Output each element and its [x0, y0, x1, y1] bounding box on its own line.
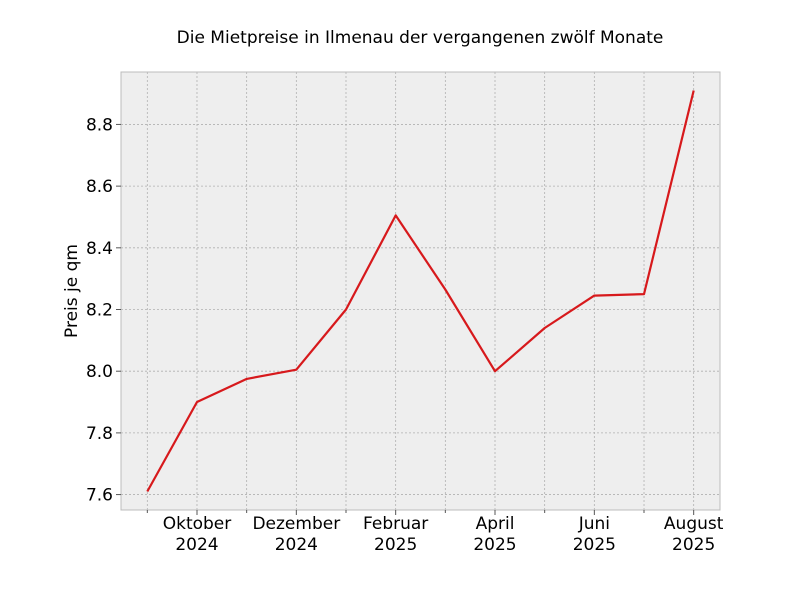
y-tick-label: 8.2 [86, 301, 113, 321]
y-tick-label: 7.6 [86, 486, 113, 506]
x-tick-label-month: Juni [578, 514, 610, 534]
chart-title: Die Mietpreise in Ilmenau der vergangene… [177, 28, 664, 48]
series-layer [146, 90, 695, 493]
x-tick-label-month: Dezember [252, 514, 340, 534]
x-tick-label-month: August [664, 514, 724, 534]
y-tick-label: 8.6 [86, 177, 113, 197]
plot-area [121, 72, 720, 510]
ticks: 7.67.88.08.28.48.68.8Oktober2024Dezember… [86, 115, 724, 555]
y-axis-label: Preis je qm [62, 244, 82, 338]
x-tick-label-year: 2025 [374, 535, 417, 555]
x-tick-label-year: 2024 [175, 535, 218, 555]
y-tick-label: 7.8 [86, 424, 113, 444]
x-tick-label-year: 2025 [672, 535, 715, 555]
y-tick-label: 8.8 [86, 115, 113, 135]
x-tick-label-year: 2025 [473, 535, 516, 555]
series-line [146, 90, 695, 493]
x-tick-label-month: Februar [363, 514, 428, 534]
y-tick-label: 8.4 [86, 239, 113, 259]
x-tick-label-month: Oktober [163, 514, 232, 534]
grid [121, 72, 720, 510]
x-tick-label-year: 2024 [275, 535, 318, 555]
x-tick-label-month: April [476, 514, 515, 534]
y-tick-label: 8.0 [86, 362, 113, 382]
plot-frame [120, 71, 721, 511]
x-tick-label-year: 2025 [573, 535, 616, 555]
